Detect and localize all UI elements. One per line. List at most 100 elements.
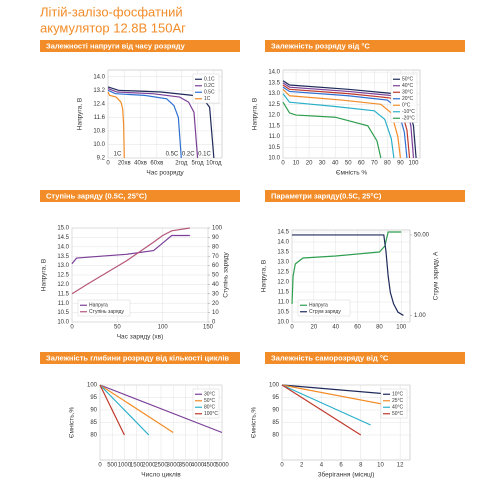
y-tick-label: 14.0 — [277, 240, 289, 246]
y-tick-label: 80 — [90, 433, 97, 439]
x-tick-label: 70 — [371, 161, 378, 167]
y-tick-label: 90 — [272, 408, 279, 414]
x-tick-label: 50 — [114, 325, 121, 331]
y-tick-label: 14.0 — [268, 70, 280, 76]
x-tick-label: 3000 — [167, 463, 181, 469]
x-tick-label: 500 — [107, 463, 118, 469]
series-line — [281, 384, 401, 396]
y2-tick-label: 80 — [212, 244, 219, 250]
x-tick-label: 40 — [332, 161, 339, 167]
panel-title: Параметри заряду(0.5С, 25°С) — [271, 191, 382, 200]
series-line — [99, 384, 150, 436]
y-axis-title: Напруга, В — [77, 98, 84, 130]
y2-tick-label: 70 — [212, 254, 219, 260]
y-tick-label: 100 — [269, 383, 280, 389]
y-tick-label: 14.0 — [93, 74, 105, 80]
y2-tick-label: 60 — [212, 263, 219, 269]
legend-label: Струм заряду — [309, 309, 341, 315]
x-tick-label: 0 — [70, 325, 74, 331]
curve-label: 1C — [114, 152, 122, 158]
x-tick-label: 80 — [376, 325, 383, 331]
y-tick-label: 11.0 — [58, 301, 70, 307]
x-tick-label: 2 — [300, 463, 304, 469]
x-tick-label: 4 — [320, 463, 324, 469]
y-axis-title: Напруга, В — [261, 260, 268, 292]
panel-title: Залежність глибини розряду від кількості… — [46, 353, 229, 362]
x-tick-label: 0 — [98, 463, 102, 469]
y-tick-label: 13.2 — [93, 88, 105, 94]
series-line — [99, 384, 223, 434]
y-tick-label: 12.0 — [277, 280, 289, 286]
series-line — [292, 234, 404, 316]
y2-tick-label: 100 — [212, 226, 223, 232]
y-tick-label: 85 — [272, 420, 279, 426]
x-tick-label: 40хв — [134, 161, 147, 167]
legend-label: 40°C — [402, 83, 414, 89]
legend-label: 50°C — [392, 411, 404, 417]
y-tick-label: 10.5 — [277, 310, 289, 316]
legend-label: 0.5C — [204, 90, 215, 96]
series-line — [107, 88, 199, 159]
y-tick-label: 10.0 — [93, 142, 105, 148]
y-tick-label: 11.6 — [94, 115, 106, 121]
panel-header — [265, 40, 465, 52]
legend-label: 0.2C — [204, 83, 215, 89]
y-tick-label: 12.5 — [277, 270, 289, 276]
y-axis-title: Напруга, В — [252, 98, 259, 130]
legend-label: 25°C — [392, 398, 404, 404]
y-tick-label: 10.0 — [277, 320, 289, 326]
x-tick-label: 5000 — [215, 463, 229, 469]
x-tick-label: 20 — [306, 161, 313, 167]
series-line — [282, 93, 395, 159]
y-tick-label: 10.0 — [268, 156, 280, 162]
x-tick-label: 0 — [280, 463, 284, 469]
y-tick-label: 100 — [87, 383, 98, 389]
legend-label: 30°C — [402, 90, 414, 96]
x-tick-label: 90 — [397, 161, 404, 167]
x-axis-title: Час розряду — [146, 170, 184, 177]
series-line — [107, 91, 125, 159]
series-line — [107, 86, 215, 159]
x-axis-title: Зберігання (місяці) — [318, 471, 375, 479]
legend-label: Ступінь заряду — [89, 309, 124, 315]
x-tick-label: 0 — [290, 325, 294, 331]
series-line — [282, 86, 408, 159]
y-tick-label: 12.4 — [93, 101, 105, 107]
panel-title: Залежності напруги від часу розряду — [46, 41, 186, 50]
series-line — [282, 88, 402, 159]
y-tick-label: 12.0 — [57, 282, 69, 288]
legend-label: -10°C — [402, 109, 415, 115]
x-tick-label: 1000 — [118, 463, 132, 469]
x-axis-title: Ємність % — [336, 169, 368, 177]
y-tick-label: 11.0 — [269, 134, 281, 140]
panel-header — [40, 40, 240, 52]
y-tick-label: 13.5 — [268, 80, 280, 86]
page-title: акумулятор 12.8В 150Аг — [40, 20, 186, 35]
series-line — [281, 384, 362, 436]
y2-axis-title: Ступінь заряду — [222, 252, 230, 298]
legend-label: 40°C — [392, 405, 404, 411]
legend-label: 0.1C — [204, 77, 215, 83]
legend-label: 50°C — [204, 398, 216, 404]
series-line — [71, 227, 190, 295]
y2-tick-label: 10 — [212, 310, 219, 316]
y-tick-label: 12.0 — [268, 113, 280, 119]
y-tick-label: 85 — [90, 420, 97, 426]
legend-label: 100°C — [204, 411, 218, 417]
x-tick-label: 150 — [203, 325, 214, 331]
y-tick-label: 15.0 — [57, 226, 69, 232]
y2-axis-title: Струм заряду, А — [433, 251, 440, 300]
series-line — [281, 384, 401, 409]
x-tick-label: 20 — [311, 325, 318, 331]
y-tick-label: 12.5 — [57, 273, 69, 279]
x-tick-label: 80 — [384, 161, 391, 167]
x-tick-label: 10 — [377, 463, 384, 469]
y-tick-label: 11.5 — [58, 291, 70, 297]
series-line — [281, 384, 371, 426]
panel-title: Залежність саморозряду від °С — [271, 353, 389, 362]
legend-label: 50°C — [402, 77, 414, 83]
y2-tick-label: 1.00 — [414, 313, 426, 319]
legend-label: Напруга — [89, 303, 108, 309]
x-tick-label: 3500 — [179, 463, 193, 469]
